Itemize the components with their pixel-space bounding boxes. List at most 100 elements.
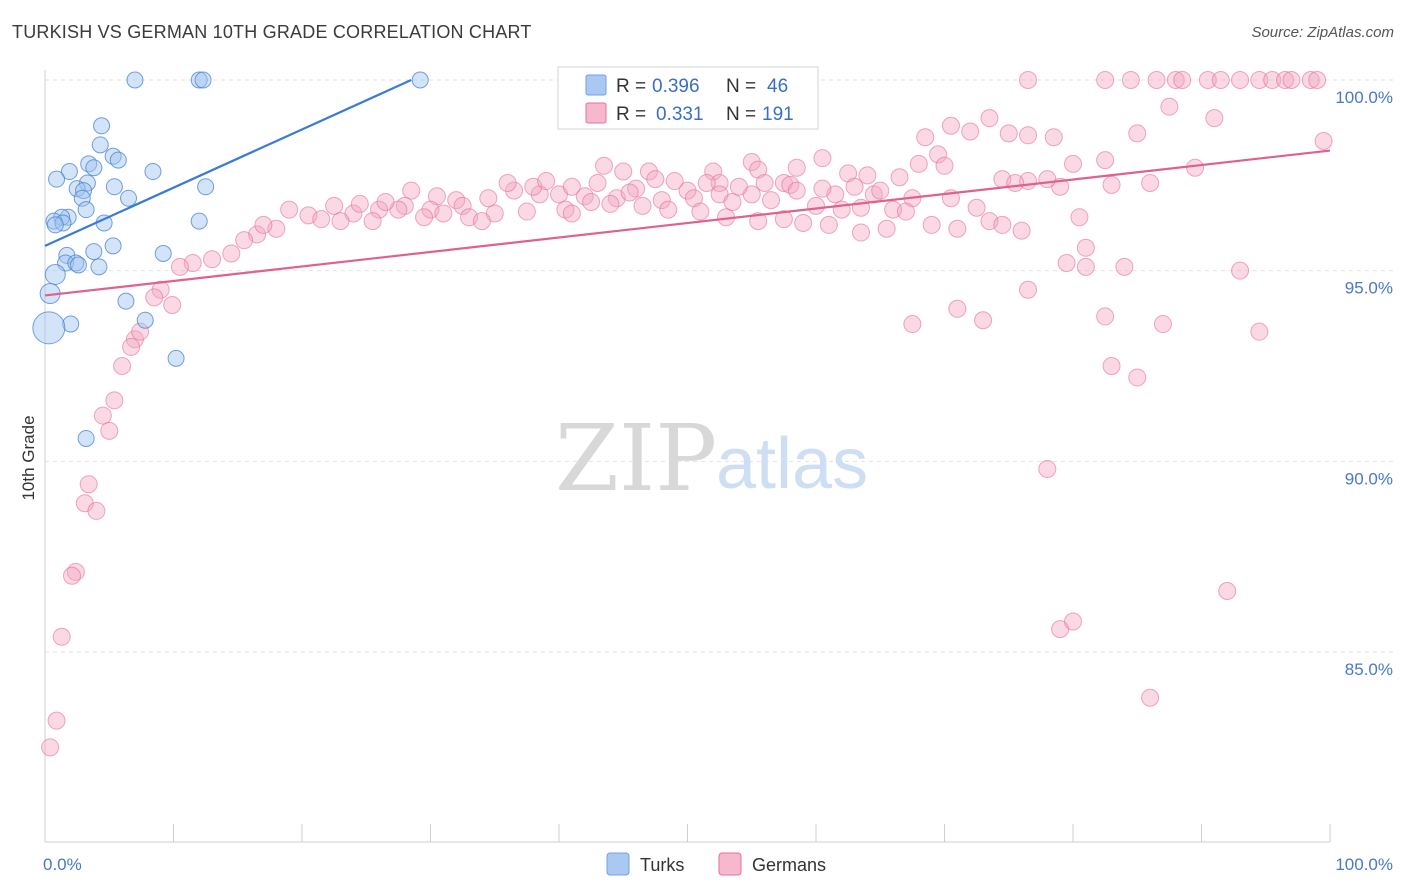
germans-point-98: [1012, 221, 1031, 240]
germans-point-147: [122, 337, 141, 356]
germans-point-122: [562, 177, 581, 196]
germans-point-2: [1121, 71, 1140, 89]
germans-point-0: [1019, 71, 1038, 89]
germans-point-26: [929, 145, 948, 164]
germans-point-119: [498, 173, 517, 192]
germans-point-33: [594, 156, 613, 175]
germans-point-171: [1153, 315, 1172, 334]
top-legend: R = 0.396 N = 46 R = 0.331 N = 191: [557, 66, 819, 130]
germans-point-142: [1231, 261, 1250, 280]
germans-point-118: [376, 193, 395, 212]
germans-point-134: [1115, 257, 1134, 276]
germans-point-138: [1038, 170, 1057, 189]
germans-point-86: [659, 200, 678, 219]
germans-point-157: [62, 566, 81, 585]
germans-point-69: [967, 198, 986, 217]
germans-point-5: [1173, 71, 1192, 89]
germans-point-15: [1160, 97, 1179, 116]
turks-trend-line: [44, 78, 412, 247]
germans-point-143: [151, 280, 170, 299]
germans-point-62: [723, 193, 742, 212]
germans-point-151: [93, 406, 112, 425]
bottom-legend: Turks Germans: [606, 852, 826, 876]
germans-point-175: [1064, 612, 1082, 631]
germans-point-166: [1019, 280, 1038, 299]
germans-point-91: [794, 214, 813, 232]
germans-point-144: [145, 288, 164, 307]
germans-point-83: [582, 193, 601, 212]
germans-point-123: [588, 173, 607, 192]
germans-point-31: [1064, 154, 1082, 173]
germans-point-4: [1166, 71, 1185, 89]
turks-bottom-swatch: [606, 852, 630, 876]
turks-point-34: [69, 256, 87, 274]
germans-point-46: [845, 177, 864, 196]
turks-point-35: [90, 258, 108, 276]
germans-point-172: [1250, 322, 1269, 341]
turks-n-value: 46: [767, 76, 788, 97]
y-tick-label-1: 90.0%: [1345, 469, 1393, 488]
germans-point-179: [620, 183, 639, 202]
germans-point-149: [113, 357, 132, 375]
germans-point-22: [1019, 126, 1038, 145]
germans-point-18: [941, 116, 960, 135]
germans-r-label: R =: [616, 104, 646, 125]
germans-point-84: [601, 194, 620, 213]
germans-point-168: [1096, 307, 1115, 326]
germans-point-21: [1128, 124, 1147, 143]
germans-point-121: [537, 172, 556, 191]
germans-point-24: [916, 128, 935, 147]
germans-point-95: [922, 215, 941, 234]
germans-point-148: [131, 322, 150, 341]
germans-point-117: [350, 194, 369, 213]
germans-point-40: [858, 166, 877, 185]
germans-point-6: [1198, 71, 1217, 89]
germans-point-9: [1250, 71, 1269, 89]
germans-point-85: [633, 196, 652, 215]
turks-point-18: [120, 189, 138, 207]
germans-point-60: [652, 191, 671, 210]
germans-point-34: [787, 158, 806, 177]
germans-point-73: [479, 189, 498, 208]
germans-point-167: [1076, 257, 1095, 276]
germans-point-133: [1076, 238, 1095, 257]
germans-point-13: [1301, 71, 1320, 89]
turks-point-19: [73, 189, 91, 207]
germans-point-106: [222, 244, 241, 263]
germans-point-161: [1006, 173, 1025, 192]
germans-point-87: [691, 202, 710, 221]
germans-point-74: [325, 196, 344, 215]
germans-point-127: [729, 177, 748, 196]
germans-trend-line: [44, 149, 1331, 297]
germans-point-1: [1096, 71, 1115, 89]
germans-bottom-label: Germans: [752, 855, 826, 875]
germans-legend-swatch: [585, 102, 607, 124]
germans-point-93: [851, 223, 870, 242]
turks-point-4: [93, 117, 111, 135]
germans-point-14: [1308, 71, 1327, 89]
y-axis-label: 10th Grade: [19, 415, 38, 500]
turks-point-20: [77, 201, 95, 219]
germans-point-38: [614, 162, 633, 181]
germans-point-153: [79, 475, 98, 494]
turks-point-3: [411, 71, 429, 89]
x-tick-labels: 0.0% 100.0%: [43, 855, 1393, 874]
turks-point-7: [109, 151, 127, 169]
turks-point-25: [46, 216, 64, 234]
germans-point-76: [370, 200, 389, 219]
germans-point-132: [1070, 208, 1089, 227]
turks-point-28: [104, 237, 122, 255]
y-tick-labels: 85.0% 90.0% 95.0% 100.0%: [1335, 88, 1393, 679]
turks-point-12: [48, 170, 66, 188]
germans-point-170: [1128, 368, 1147, 387]
germans-point-104: [235, 231, 254, 250]
y-tick-label-0: 85.0%: [1345, 660, 1393, 679]
germans-point-55: [505, 181, 524, 200]
germans-n-label: N =: [726, 104, 756, 125]
germans-point-99: [280, 200, 299, 219]
germans-point-28: [742, 152, 761, 171]
germans-point-63: [762, 191, 781, 210]
watermark-zip: ZIP: [555, 405, 717, 512]
germans-point-111: [363, 212, 382, 231]
y-tick-label-2: 95.0%: [1345, 279, 1393, 298]
